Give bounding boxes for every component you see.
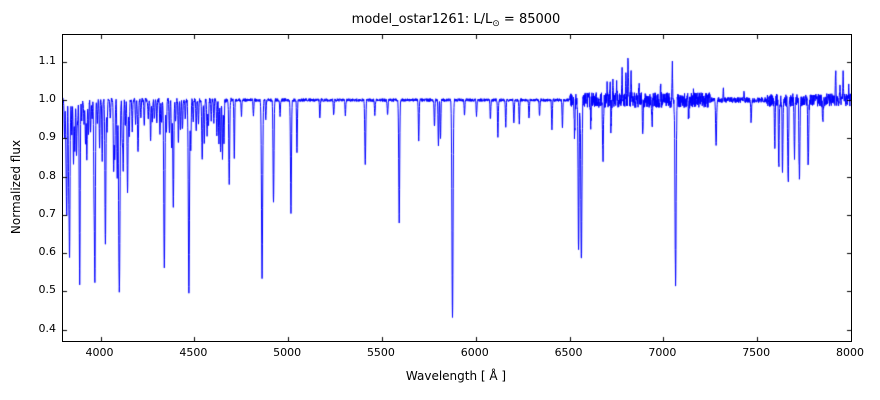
x-tick-label: 4500 bbox=[179, 346, 208, 359]
y-tick-label: 0.7 bbox=[38, 206, 57, 220]
plot-title-suffix: = 85000 bbox=[499, 12, 561, 27]
x-tick-label: 7500 bbox=[742, 346, 771, 359]
spectrum-canvas bbox=[63, 35, 851, 341]
plot-frame bbox=[62, 34, 852, 342]
y-tick-label: 0.4 bbox=[38, 321, 57, 335]
x-tick-label: 7000 bbox=[648, 346, 677, 359]
y-tick-label: 1.1 bbox=[38, 53, 57, 67]
y-tick-label: 0.6 bbox=[38, 245, 57, 259]
y-tick-label: 0.5 bbox=[38, 283, 57, 297]
x-tick-label: 6500 bbox=[554, 346, 583, 359]
x-axis-label: Wavelength [ Å ] bbox=[405, 369, 507, 383]
x-tick-label: 4000 bbox=[85, 346, 114, 359]
y-tick-label: 1.0 bbox=[38, 92, 57, 106]
plot-title-prefix: model_ostar1261: L/L bbox=[351, 12, 493, 27]
sun-symbol: ⊙ bbox=[492, 19, 500, 29]
x-tick-label: 5000 bbox=[273, 346, 302, 359]
y-axis-label: Normalized flux bbox=[9, 139, 23, 235]
y-tick-label: 0.8 bbox=[38, 168, 57, 182]
x-tick-label: 6000 bbox=[460, 346, 489, 359]
x-tick-label: 5500 bbox=[366, 346, 395, 359]
plot-title: model_ostar1261: L/L⊙ = 85000 bbox=[62, 12, 850, 29]
y-tick-label: 0.9 bbox=[38, 130, 57, 144]
x-tick-label: 8000 bbox=[836, 346, 864, 359]
